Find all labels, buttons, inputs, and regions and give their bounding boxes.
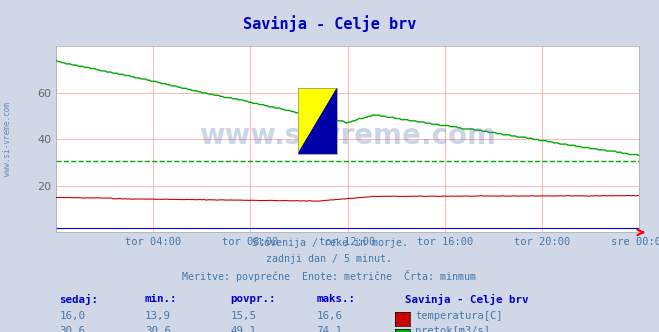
Text: 30,6: 30,6 <box>145 326 171 332</box>
Polygon shape <box>298 88 337 154</box>
Polygon shape <box>298 88 337 154</box>
Text: 30,6: 30,6 <box>59 326 85 332</box>
Text: Meritve: povprečne  Enote: metrične  Črta: minmum: Meritve: povprečne Enote: metrične Črta:… <box>183 270 476 282</box>
Polygon shape <box>298 121 337 154</box>
Text: 74,1: 74,1 <box>316 326 342 332</box>
Polygon shape <box>318 88 337 154</box>
Text: zadnji dan / 5 minut.: zadnji dan / 5 minut. <box>266 254 393 264</box>
Text: 15,5: 15,5 <box>231 311 256 321</box>
Text: Slovenija / reke in morje.: Slovenija / reke in morje. <box>252 238 407 248</box>
Text: 13,9: 13,9 <box>145 311 171 321</box>
Text: min.:: min.: <box>145 294 177 304</box>
Text: sedaj:: sedaj: <box>59 294 98 305</box>
Text: maks.:: maks.: <box>316 294 355 304</box>
Text: Savinja - Celje brv: Savinja - Celje brv <box>243 15 416 32</box>
Text: 49,1: 49,1 <box>231 326 256 332</box>
Text: 16,6: 16,6 <box>316 311 342 321</box>
Text: www.si-vreme.com: www.si-vreme.com <box>199 122 496 150</box>
Text: Savinja - Celje brv: Savinja - Celje brv <box>405 294 529 305</box>
Text: www.si-vreme.com: www.si-vreme.com <box>3 103 13 176</box>
Text: temperatura[C]: temperatura[C] <box>415 311 503 321</box>
Text: 16,0: 16,0 <box>59 311 85 321</box>
Text: povpr.:: povpr.: <box>231 294 276 304</box>
Text: pretok[m3/s]: pretok[m3/s] <box>415 326 490 332</box>
